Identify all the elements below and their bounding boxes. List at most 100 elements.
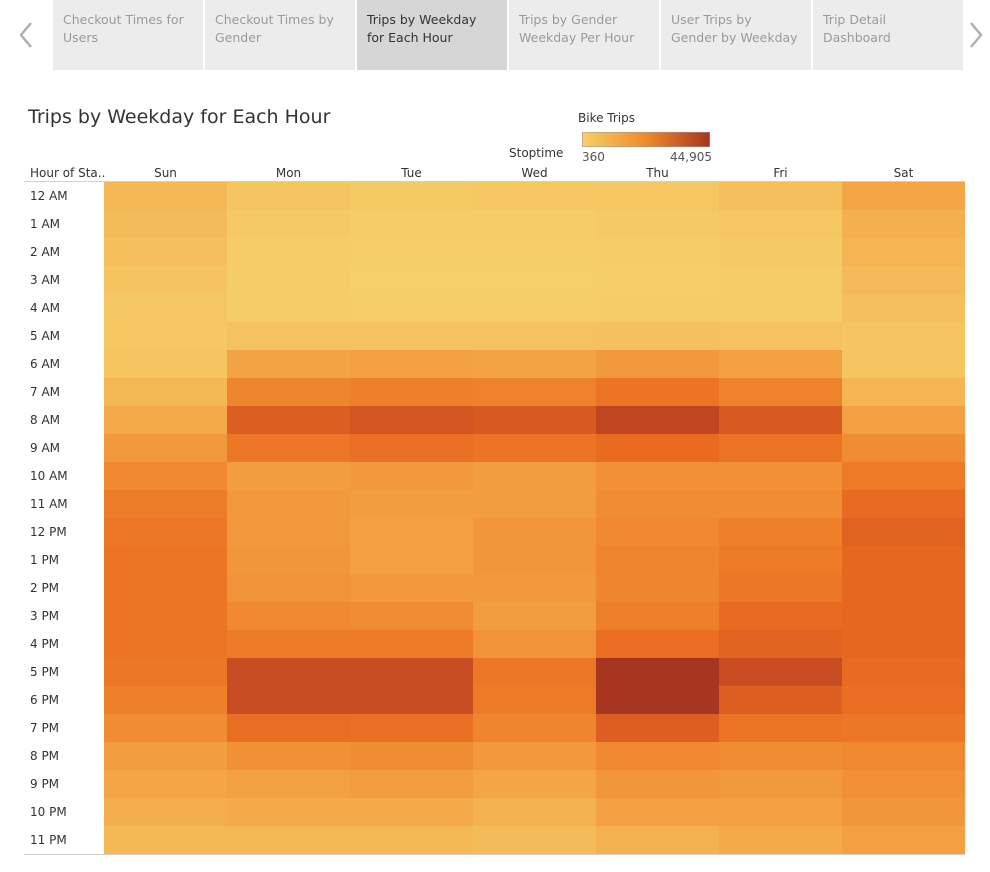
heatmap-cell <box>104 574 227 602</box>
heatmap-cell <box>350 490 473 518</box>
heatmap-cell <box>350 210 473 238</box>
column-label-sun: Sun <box>154 166 177 180</box>
heatmap-cell <box>473 238 596 266</box>
heatmap-cell <box>104 434 227 462</box>
heatmap-cell <box>473 210 596 238</box>
heatmap-cell <box>350 434 473 462</box>
heatmap-cell <box>596 714 719 742</box>
heatmap-cell <box>842 518 965 546</box>
heatmap-cell <box>104 462 227 490</box>
heatmap-cell <box>473 266 596 294</box>
heatmap-cell <box>350 658 473 686</box>
row-label: 3 AM <box>30 273 61 287</box>
row-label: 1 PM <box>30 553 60 567</box>
heatmap-cell <box>350 294 473 322</box>
heatmap-cell <box>227 490 350 518</box>
heatmap-cell <box>842 350 965 378</box>
heatmap-cell <box>596 182 719 210</box>
heatmap-cell <box>719 742 842 770</box>
heatmap-cell <box>596 350 719 378</box>
heatmap-cell <box>842 658 965 686</box>
heatmap-cell <box>719 630 842 658</box>
heatmap-cell <box>473 546 596 574</box>
heatmap-cell <box>719 210 842 238</box>
heatmap-cell <box>473 322 596 350</box>
heatmap-cell <box>596 770 719 798</box>
heatmap-cell <box>842 742 965 770</box>
heatmap-cell <box>842 406 965 434</box>
heatmap-cell <box>104 490 227 518</box>
row-label: 12 AM <box>30 189 68 203</box>
heatmap-cell <box>719 238 842 266</box>
chevron-right-icon <box>970 22 983 48</box>
heatmap-cell <box>842 714 965 742</box>
heatmap-cell <box>227 742 350 770</box>
row-label: 10 AM <box>30 469 68 483</box>
heatmap-cell <box>473 294 596 322</box>
heatmap-cell <box>350 546 473 574</box>
heatmap-cell <box>350 602 473 630</box>
heatmap-cell <box>842 546 965 574</box>
tab-checkout-times-gender[interactable]: Checkout Times by Gender <box>205 0 355 70</box>
row-label: 1 AM <box>30 217 61 231</box>
heatmap-cell <box>104 770 227 798</box>
row-label: 9 AM <box>30 441 61 455</box>
heatmap-cell <box>227 266 350 294</box>
heatmap-cell <box>719 378 842 406</box>
heatmap-cell <box>227 826 350 854</box>
prev-tab-button[interactable] <box>0 0 52 70</box>
heatmap-cell <box>842 826 965 854</box>
tab-trips-weekday-hour[interactable]: Trips by Weekday for Each Hour <box>357 0 507 70</box>
heatmap-cell <box>719 714 842 742</box>
heatmap-cell <box>842 602 965 630</box>
row-label: 6 PM <box>30 693 60 707</box>
heatmap-cell <box>473 770 596 798</box>
heatmap-cell <box>227 182 350 210</box>
row-label: 7 AM <box>30 385 61 399</box>
row-label: 8 AM <box>30 413 61 427</box>
heatmap-cell <box>719 770 842 798</box>
heatmap-cell <box>227 798 350 826</box>
heatmap-cell <box>227 378 350 406</box>
heatmap-cell <box>104 546 227 574</box>
tab-trip-detail-dashboard[interactable]: Trip Detail Dashboard <box>813 0 963 70</box>
heatmap-cell <box>104 658 227 686</box>
tab-trips-gender-weekday[interactable]: Trips by Gender Weekday Per Hour <box>509 0 659 70</box>
heatmap-cell <box>227 518 350 546</box>
legend-color-ramp <box>582 132 710 147</box>
heatmap-cell <box>719 294 842 322</box>
heatmap-cell <box>104 686 227 714</box>
heatmap-cell <box>350 518 473 546</box>
heatmap-cell <box>596 294 719 322</box>
heatmap-cell <box>227 434 350 462</box>
heatmap-cell <box>719 182 842 210</box>
heatmap-cell <box>104 602 227 630</box>
heatmap-cell <box>227 770 350 798</box>
heatmap-cell <box>596 434 719 462</box>
row-label: 2 AM <box>30 245 61 259</box>
heatmap-cell <box>227 406 350 434</box>
legend-min-label: 360 <box>582 150 605 164</box>
heatmap-cell <box>842 462 965 490</box>
heatmap-cell <box>596 210 719 238</box>
heatmap-cell <box>104 798 227 826</box>
heatmap-cell <box>596 630 719 658</box>
heatmap-cell <box>104 350 227 378</box>
row-label: 6 AM <box>30 357 61 371</box>
next-tab-button[interactable] <box>962 0 990 70</box>
heatmap-cell <box>104 714 227 742</box>
heatmap-cell <box>596 406 719 434</box>
heatmap-cell <box>350 714 473 742</box>
heatmap-cell <box>719 322 842 350</box>
tab-checkout-times-users[interactable]: Checkout Times for Users <box>53 0 203 70</box>
heatmap-cell <box>842 238 965 266</box>
heatmap-cell <box>842 378 965 406</box>
heatmap-cell <box>350 798 473 826</box>
heatmap-cell <box>350 574 473 602</box>
heatmap-cell <box>227 630 350 658</box>
heatmap-cell <box>842 574 965 602</box>
column-label-wed: Wed <box>521 166 548 180</box>
tab-user-trips-gender[interactable]: User Trips by Gender by Weekday <box>661 0 811 70</box>
heatmap-cell <box>227 238 350 266</box>
heatmap-cell <box>104 630 227 658</box>
